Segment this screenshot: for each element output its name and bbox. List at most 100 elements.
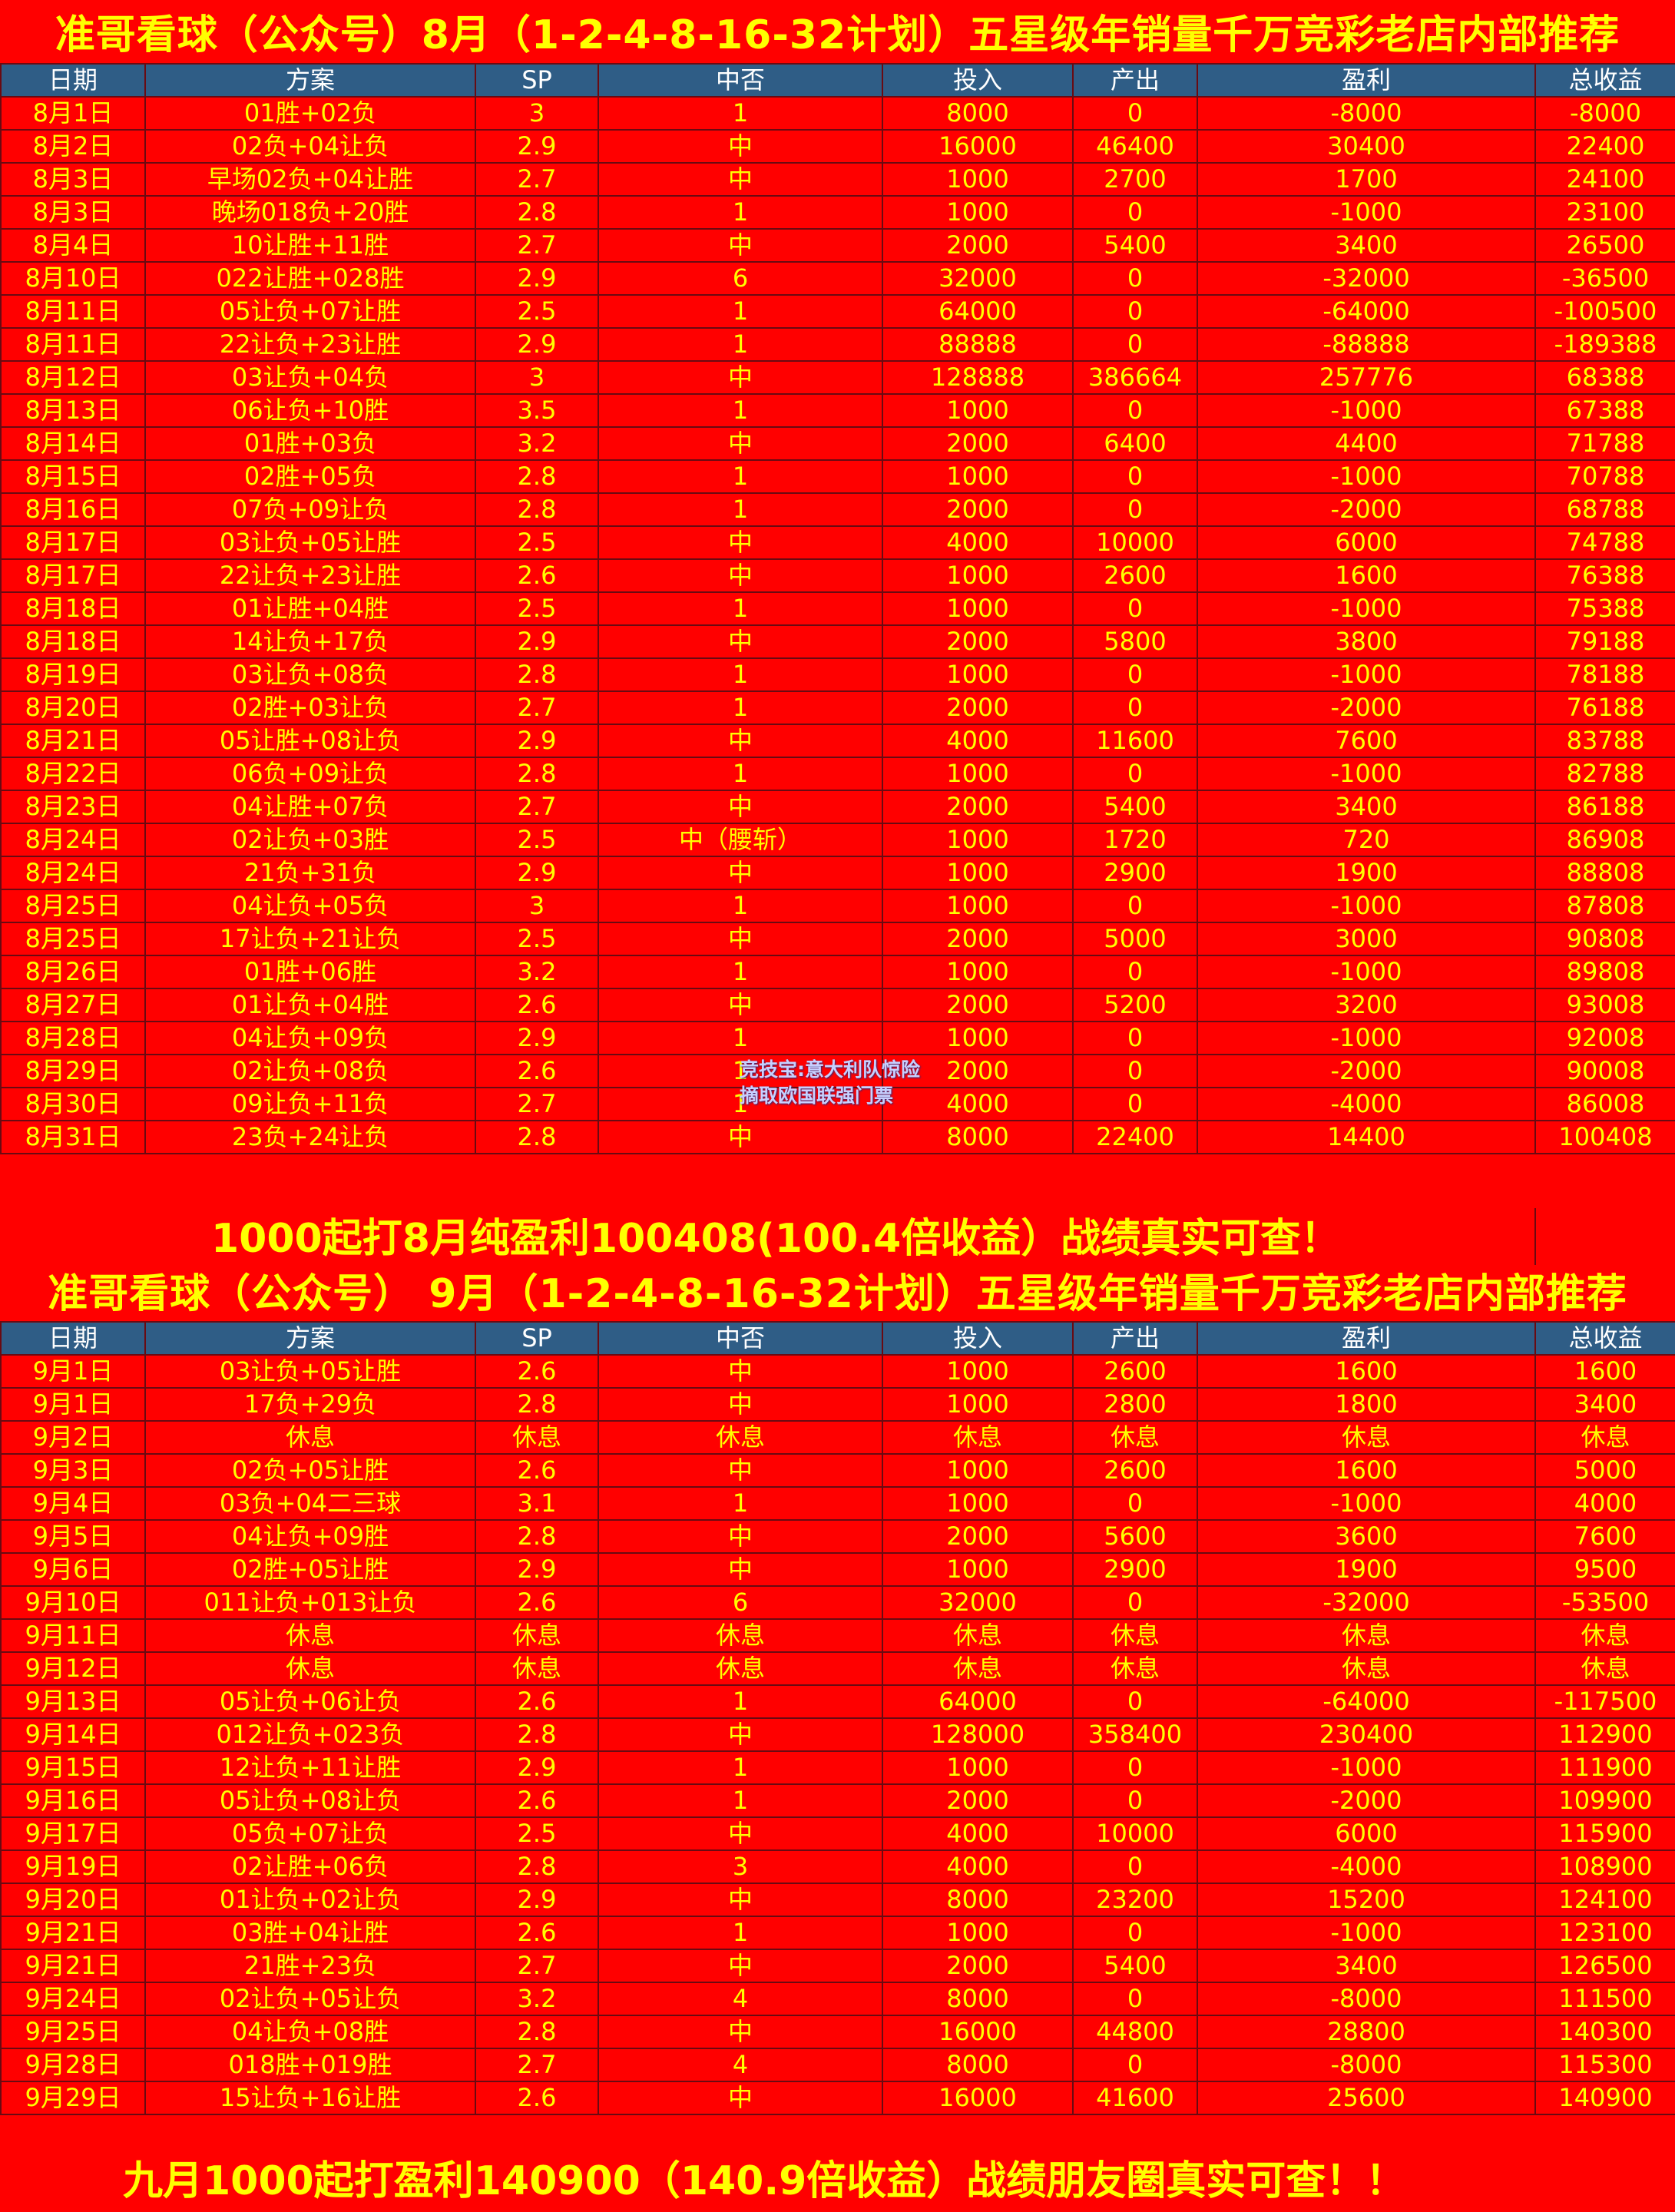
cell-stake: 1000 xyxy=(882,195,1074,230)
cell-stake: 4000 xyxy=(882,525,1074,560)
cell-stake: 1000 xyxy=(882,1552,1074,1587)
cell-date: 8月10日 xyxy=(0,261,146,296)
cell-payout: 0 xyxy=(1072,492,1198,527)
table-row: 8月3日 晚场018负+20胜 2.8 1 1000 0 -1000 23100 xyxy=(0,195,1675,230)
cell-date: 9月2日 xyxy=(0,1420,146,1455)
table-row: 9月1日 03让负+05让胜 2.6 中 1000 2600 1600 1600 xyxy=(0,1354,1675,1389)
cell-result: 中 xyxy=(598,624,883,659)
cell-payout: 0 xyxy=(1072,955,1198,989)
cell-result: 休息 xyxy=(598,1618,883,1653)
cell-plan: 22让负+23让胜 xyxy=(144,558,476,593)
watermark-line-2: 摘取欧国联强门票 xyxy=(740,1084,894,1107)
cell-total: 140300 xyxy=(1534,2015,1675,2049)
header-plan: 方案 xyxy=(144,63,476,98)
cell-date: 8月21日 xyxy=(0,724,146,758)
cell-date: 8月2日 xyxy=(0,129,146,164)
cell-profit: 3000 xyxy=(1197,922,1536,956)
cell-plan: 06让负+10胜 xyxy=(144,393,476,428)
cell-result: 中 xyxy=(598,790,883,824)
table-row: 8月15日 02胜+05负 2.8 1 1000 0 -1000 70788 xyxy=(0,459,1675,494)
cell-result: 中 xyxy=(598,922,883,956)
september-title: 准哥看球（公众号） 9月（1-2-4-8-16-32计划）五星级年销量千万竞彩老… xyxy=(0,1265,1675,1323)
cell-result: 1 xyxy=(598,591,883,626)
cell-sp: 2.7 xyxy=(475,790,599,824)
cell-profit: 3400 xyxy=(1197,1949,1536,1983)
cell-payout: 0 xyxy=(1072,96,1198,131)
cell-profit: 休息 xyxy=(1197,1618,1536,1653)
cell-result: 中 xyxy=(598,360,883,395)
cell-sp: 休息 xyxy=(475,1420,599,1455)
cell-sp: 2.5 xyxy=(475,294,599,329)
cell-sp: 2.8 xyxy=(475,1717,599,1752)
cell-total: 4000 xyxy=(1534,1486,1675,1521)
cell-sp: 2.8 xyxy=(475,1120,599,1154)
table-row: 9月20日 01让负+02让负 2.9 中 8000 23200 15200 124100 xyxy=(0,1883,1675,1917)
table-row: 8月30日 09让负+11负 2.7 1 4000 0 -4000 86008 xyxy=(0,1087,1675,1121)
cell-profit: -1000 xyxy=(1197,1750,1536,1785)
cell-stake: 8000 xyxy=(882,1982,1074,2016)
cell-date: 8月15日 xyxy=(0,459,146,494)
cell-profit: -1000 xyxy=(1197,757,1536,791)
cell-result: 1 xyxy=(598,1916,883,1950)
cell-sp: 2.8 xyxy=(475,757,599,791)
cell-payout: 5800 xyxy=(1072,624,1198,659)
cell-total: 88808 xyxy=(1534,856,1675,890)
cell-plan: 01胜+03负 xyxy=(144,426,476,461)
cell-sp: 2.8 xyxy=(475,657,599,692)
cell-profit: -8000 xyxy=(1197,96,1536,131)
cell-profit: 1600 xyxy=(1197,1453,1536,1488)
cell-stake: 2000 xyxy=(882,1054,1074,1088)
cell-plan: 018胜+019胜 xyxy=(144,2048,476,2082)
table-row: 9月3日 02负+05让胜 2.6 中 1000 2600 1600 5000 xyxy=(0,1453,1675,1488)
cell-total: 111500 xyxy=(1534,1982,1675,2016)
cell-stake: 1000 xyxy=(882,1354,1074,1389)
cell-total: -8000 xyxy=(1534,96,1675,131)
cell-profit: 1800 xyxy=(1197,1387,1536,1422)
cell-result: 1 xyxy=(598,1087,883,1121)
cell-date: 9月1日 xyxy=(0,1354,146,1389)
cell-date: 9月24日 xyxy=(0,1982,146,2016)
cell-total: 71788 xyxy=(1534,426,1675,461)
cell-payout: 休息 xyxy=(1072,1651,1198,1686)
cell-plan: 17负+29负 xyxy=(144,1387,476,1422)
header-sp: SP xyxy=(475,63,599,98)
cell-total: 7600 xyxy=(1534,1519,1675,1554)
cell-profit: 257776 xyxy=(1197,360,1536,395)
cell-result: 中 xyxy=(598,1120,883,1154)
cell-profit: 6000 xyxy=(1197,1816,1536,1851)
cell-plan: 15让负+16让胜 xyxy=(144,2081,476,2115)
cell-stake: 16000 xyxy=(882,129,1074,164)
cell-date: 8月24日 xyxy=(0,823,146,857)
table-row: 9月2日 休息 休息 休息 休息 休息 休息 休息 xyxy=(0,1420,1675,1455)
cell-date: 8月11日 xyxy=(0,294,146,329)
cell-plan: 05让负+06让负 xyxy=(144,1684,476,1719)
cell-plan: 休息 xyxy=(144,1420,476,1455)
cell-payout: 0 xyxy=(1072,2048,1198,2082)
cell-sp: 2.6 xyxy=(475,1783,599,1818)
cell-sp: 2.8 xyxy=(475,1849,599,1884)
cell-sp: 2.9 xyxy=(475,624,599,659)
cell-plan: 05让负+07让胜 xyxy=(144,294,476,329)
cell-profit: -1000 xyxy=(1197,657,1536,692)
cell-result: 1 xyxy=(598,889,883,923)
cell-stake: 128000 xyxy=(882,1717,1074,1752)
cell-sp: 2.9 xyxy=(475,1883,599,1917)
cell-plan: 10让胜+11胜 xyxy=(144,228,476,263)
cell-stake: 2000 xyxy=(882,624,1074,659)
cell-plan: 02让负+05让负 xyxy=(144,1982,476,2016)
cell-stake: 2000 xyxy=(882,988,1074,1022)
cell-sp: 2.8 xyxy=(475,2015,599,2049)
cell-stake: 8000 xyxy=(882,1120,1074,1154)
cell-payout: 5400 xyxy=(1072,790,1198,824)
cell-payout: 0 xyxy=(1072,261,1198,296)
cell-result: 1 xyxy=(598,294,883,329)
cell-sp: 3 xyxy=(475,889,599,923)
cell-sp: 3.5 xyxy=(475,393,599,428)
september-summary: 九月1000起打盈利140900（140.9倍收益）战绩朋友圈真实可查！！ xyxy=(123,2158,1406,2204)
cell-result: 1 xyxy=(598,757,883,791)
cell-payout: 0 xyxy=(1072,459,1198,494)
cell-sp: 2.6 xyxy=(475,1354,599,1389)
cell-total: 23100 xyxy=(1534,195,1675,230)
cell-date: 8月19日 xyxy=(0,657,146,692)
cell-total: -36500 xyxy=(1534,261,1675,296)
